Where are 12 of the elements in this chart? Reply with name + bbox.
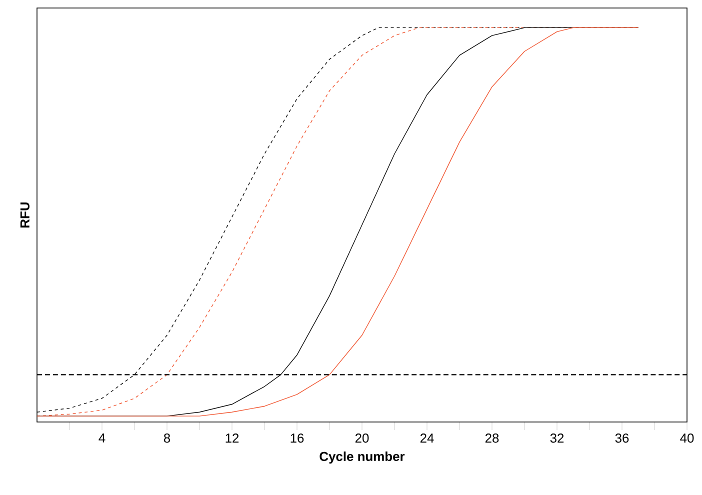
x-tick-label: 36 [615,434,629,443]
x-tick-label: 4 [98,434,106,442]
x-tick-label: 24 [420,434,434,443]
x-tick-label: 20 [355,434,369,443]
x-tick-label: 40 [680,434,694,443]
y-axis-title: RFU [20,202,30,228]
x-tick-label: 28 [485,434,499,443]
x-axis-title: Cycle number [320,452,405,464]
x-tick-label: 32 [550,434,564,443]
x-tick-label: 16 [290,434,304,443]
x-tick-label: 8 [164,434,170,443]
x-tick-label: 12 [226,434,239,443]
